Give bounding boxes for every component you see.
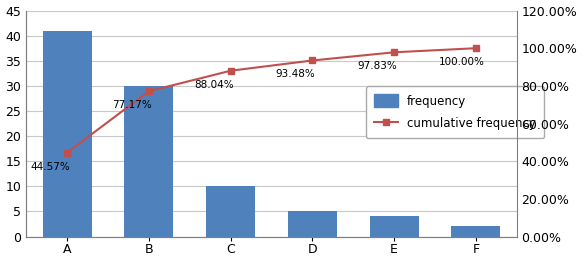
Bar [124, 86, 173, 237]
Text: 97.83%: 97.83% [357, 61, 397, 71]
Bar [370, 216, 419, 237]
Bar [43, 31, 92, 237]
Text: 44.57%: 44.57% [30, 162, 70, 172]
Bar [206, 186, 255, 237]
Text: 93.48%: 93.48% [276, 69, 315, 79]
Legend: frequency, cumulative frequency: frequency, cumulative frequency [366, 86, 544, 138]
Text: 77.17%: 77.17% [112, 100, 152, 110]
Bar [288, 211, 337, 237]
Bar [451, 226, 500, 237]
Text: 100.00%: 100.00% [439, 57, 485, 67]
Text: 88.04%: 88.04% [194, 80, 233, 90]
